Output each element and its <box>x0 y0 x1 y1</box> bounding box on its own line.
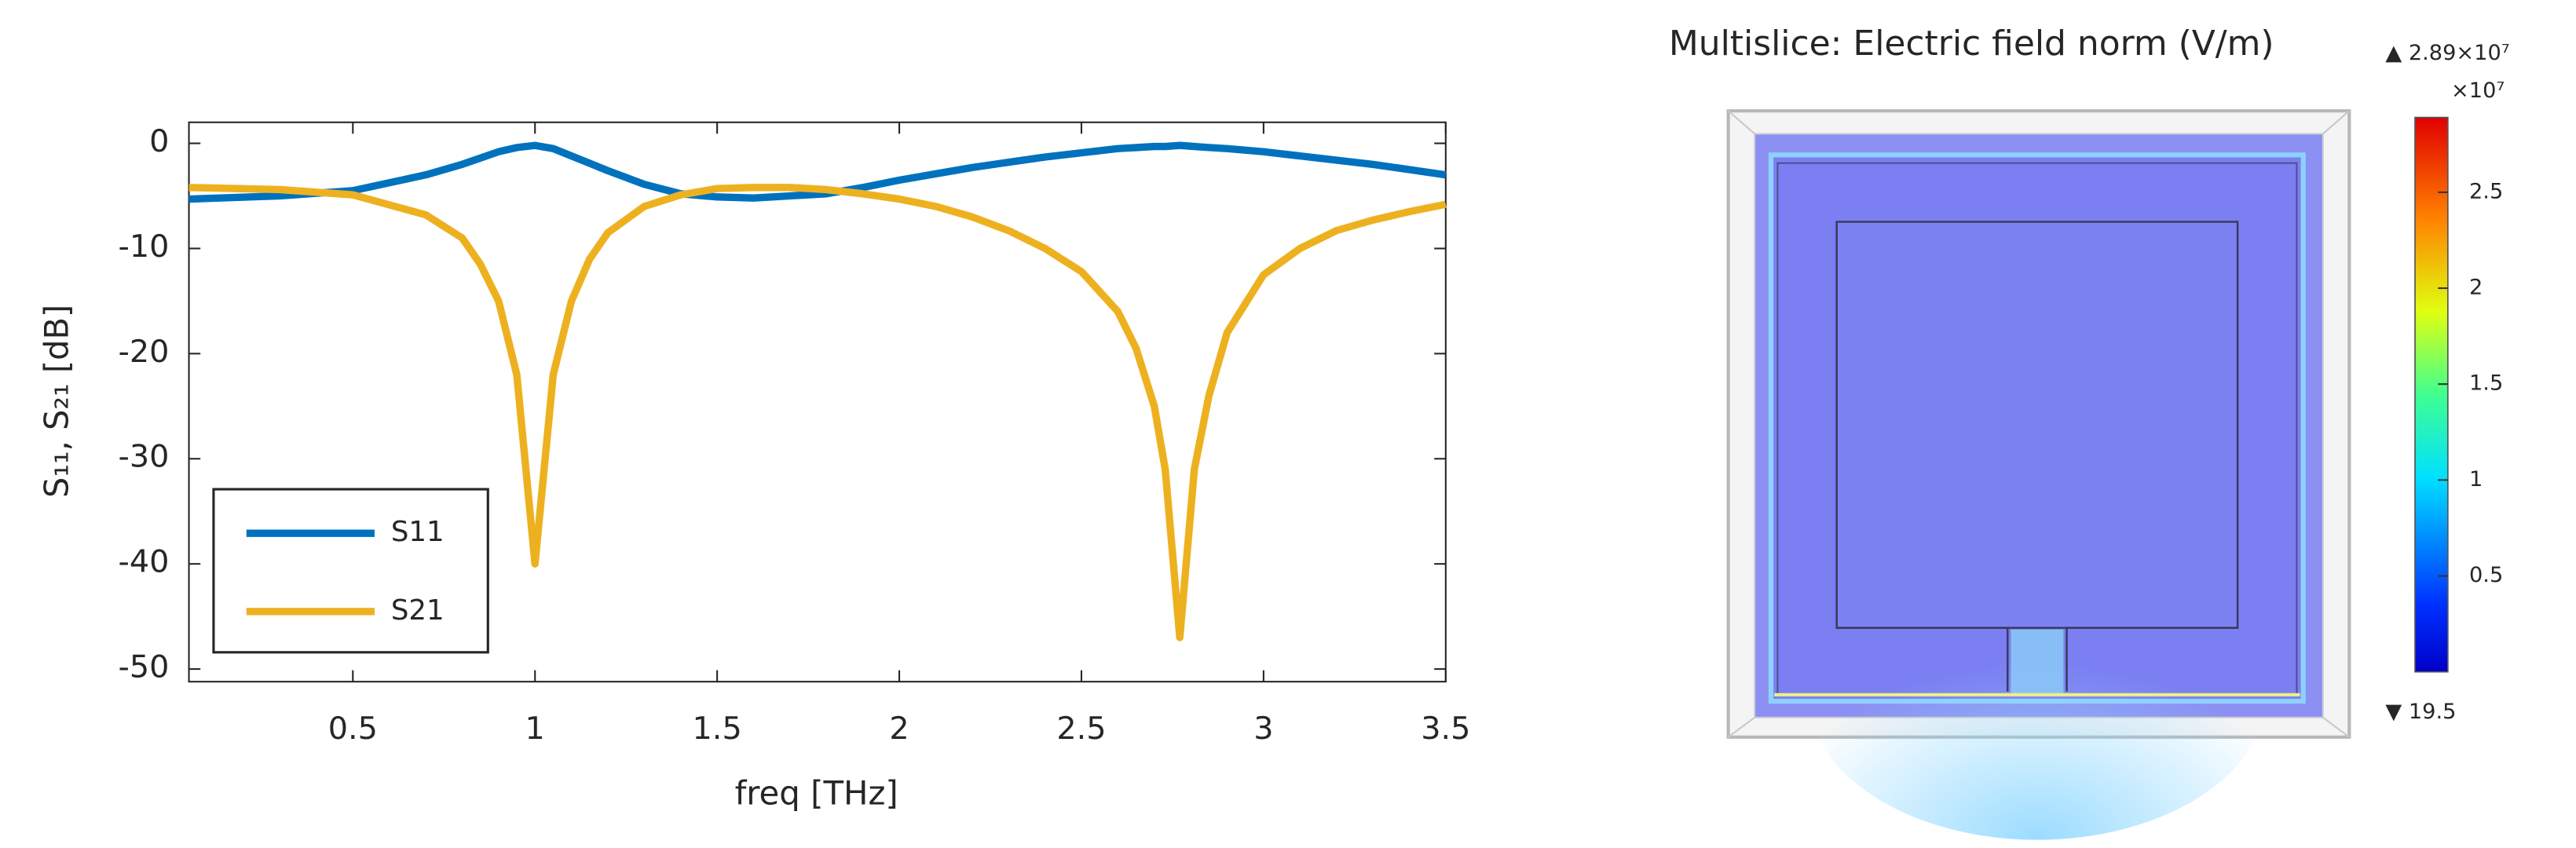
colorbar-ticks: 0.5 1 1.5 2 2.5 <box>2438 179 2503 587</box>
field-title: Multislice: Electric field norm (V/m) <box>1669 24 2274 64</box>
colorbar-tick-label: 0.5 <box>2469 563 2503 587</box>
colorbar-tick-label: 1.5 <box>2469 371 2503 396</box>
x-tick-label: 0.5 <box>328 711 378 747</box>
colorbar <box>2414 116 2449 673</box>
legend-box <box>212 488 489 654</box>
colorbar-tick-label: 2.5 <box>2469 179 2503 203</box>
colorbar-max-label: ▲ 2.89×10⁷ <box>2385 41 2509 65</box>
y-tick-label: -50 <box>119 649 170 685</box>
x-tick-label: 3 <box>1253 711 1273 747</box>
colorbar-min-label: ▼ 19.5 <box>2385 700 2456 724</box>
colorbar-tick-label: 1 <box>2469 467 2483 492</box>
y-tick-label: -20 <box>119 334 170 370</box>
x-tick-label: 2 <box>889 711 909 747</box>
x-tick-label: 1 <box>525 711 545 747</box>
colorbar-tick-label: 2 <box>2469 276 2483 300</box>
y-tick-label: -40 <box>119 544 170 580</box>
series-line <box>188 141 1447 203</box>
legend-label: S21 <box>391 594 445 627</box>
y-tick-label: -30 <box>119 439 170 475</box>
colorbar-multiplier: ×10⁷ <box>2451 79 2505 103</box>
legend-label: S11 <box>391 516 445 548</box>
y-tick-label: 0 <box>149 123 169 159</box>
x-tick-label: 2.5 <box>1056 711 1106 747</box>
field-plot <box>1726 109 2351 840</box>
plot: 0.5 1 1.5 2 2.5 3 3.5 0 -10 -20 -30 -40 -50 S11 S21 <box>119 122 1470 747</box>
x-tick-label: 3.5 <box>1421 711 1470 747</box>
series-line <box>188 184 1447 641</box>
y-axis-label: S₁₁, S₂₁ [dB] <box>37 305 75 498</box>
x-tick-label: 1.5 <box>693 711 742 747</box>
y-tick-label: -10 <box>119 228 170 265</box>
x-axis-label: freq [THz] <box>735 774 898 813</box>
